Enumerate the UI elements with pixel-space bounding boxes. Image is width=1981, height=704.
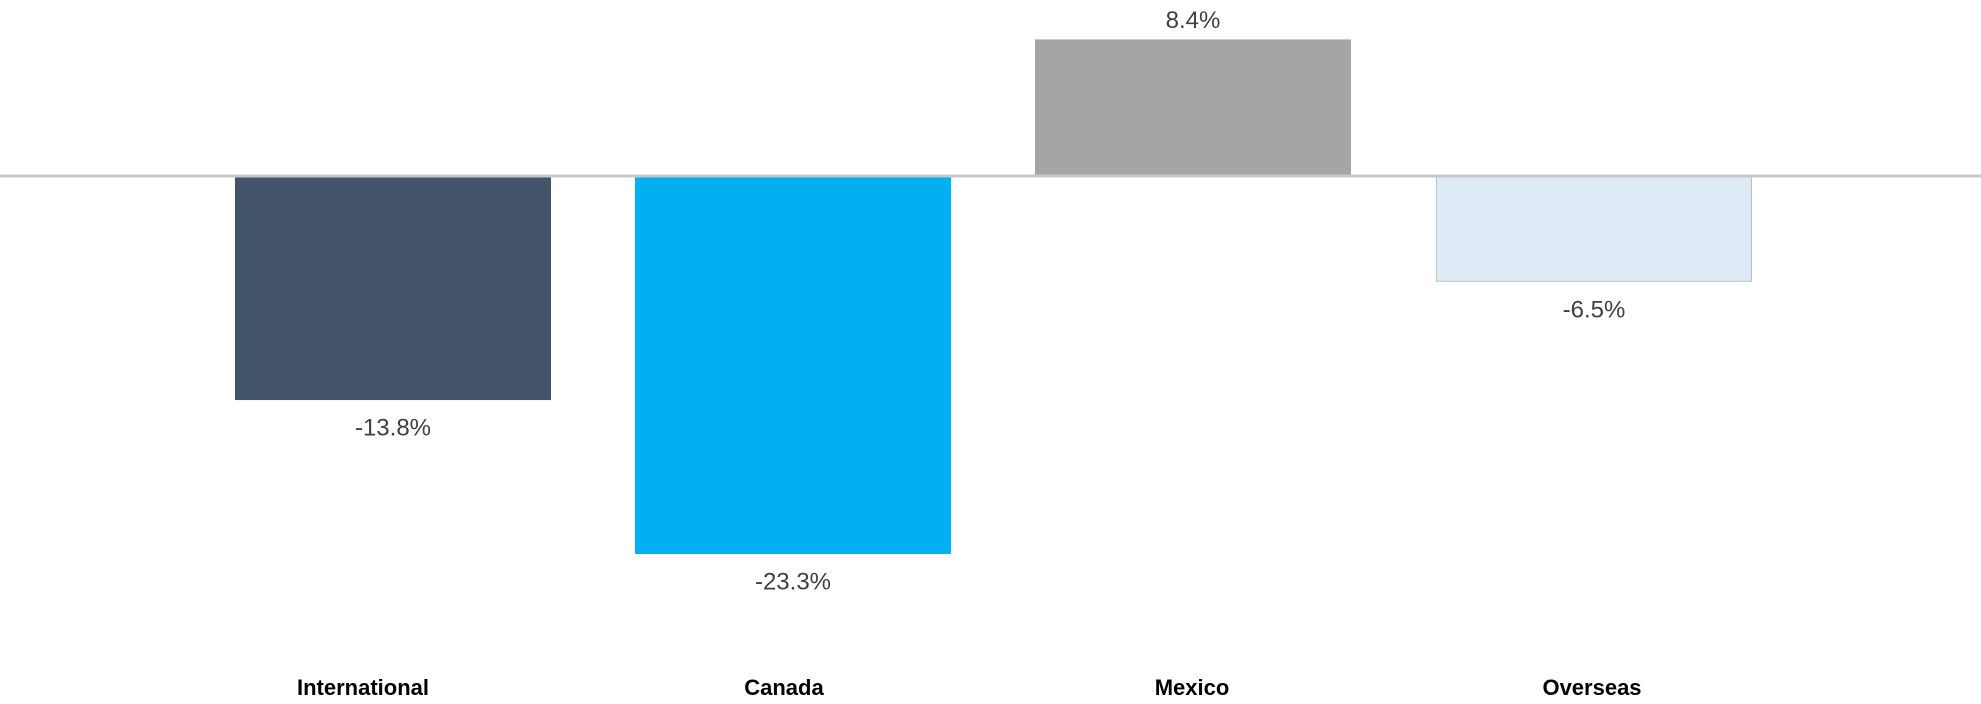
data-labels-layer: -13.8% -23.3% 8.4% -6.5% (355, 7, 1625, 596)
category-label-international: International (297, 675, 429, 700)
data-label-mexico: 8.4% (1166, 7, 1221, 34)
bar-canada (635, 175, 951, 554)
bar-mexico (1035, 39, 1351, 177)
data-label-canada: -23.3% (755, 568, 831, 595)
bars-layer (235, 39, 1752, 554)
category-label-overseas: Overseas (1542, 675, 1641, 700)
bar-overseas (1436, 175, 1752, 282)
category-labels-layer: International Canada Mexico Overseas (297, 675, 1642, 700)
bar-international (235, 175, 551, 401)
category-label-mexico: Mexico (1155, 675, 1230, 700)
category-label-canada: Canada (744, 675, 824, 700)
data-label-international: -13.8% (355, 415, 431, 442)
data-label-overseas: -6.5% (1563, 296, 1626, 323)
